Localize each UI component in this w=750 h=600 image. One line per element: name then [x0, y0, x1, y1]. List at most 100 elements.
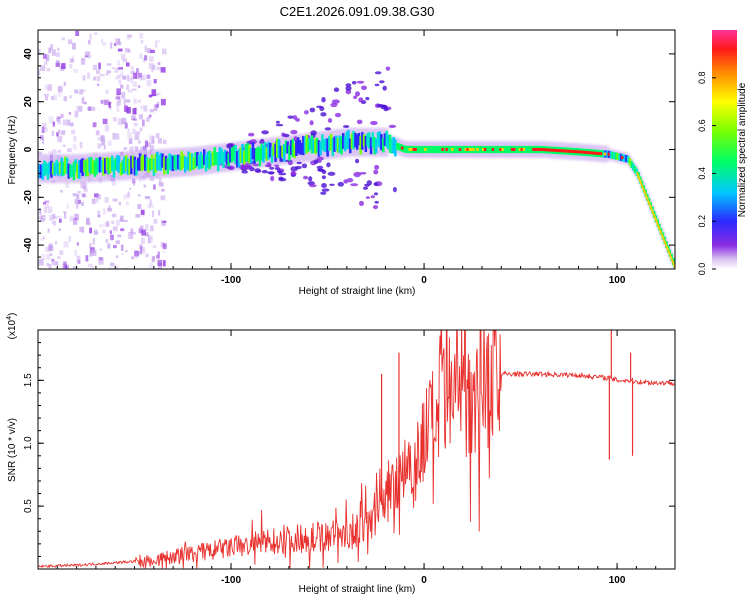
spectrogram-branch-blob	[388, 124, 397, 128]
spectrogram-speckle	[57, 86, 63, 93]
spectrogram-ridge-cell	[91, 160, 95, 174]
spectrogram-ridge-cell	[382, 137, 385, 153]
spectrogram-branch-blob	[316, 165, 324, 170]
spectrogram-ridge-cell	[394, 139, 397, 157]
spectrogram-ridge-cell	[69, 164, 72, 178]
spectrogram-speckle	[150, 68, 154, 73]
spectrogram-ridge-cell	[152, 158, 156, 176]
spectrogram-speckle	[66, 119, 71, 126]
spectrogram-ridge-cell	[187, 151, 190, 171]
spectrogram-speckle	[102, 229, 106, 234]
spectrogram-speckle	[100, 99, 104, 104]
spectrogram-branch-blob	[287, 161, 293, 166]
spectrogram-speckle	[127, 132, 132, 139]
spectrogram-speckle	[120, 228, 125, 232]
spectrogram-speckle	[139, 32, 144, 39]
spectrogram-ridge-cell	[387, 134, 390, 150]
spectrogram-speckle	[160, 98, 166, 106]
spectrogram-branch-blob	[359, 200, 364, 206]
spectrogram-speckle	[148, 63, 154, 69]
spectrogram-speckle	[42, 201, 46, 205]
spectrogram-branch-blob	[382, 85, 387, 91]
spectrogram-speckle	[84, 55, 89, 58]
spectrogram-speckle	[85, 255, 89, 262]
spectrogram-core-cell	[466, 148, 469, 151]
spectrogram-tail-cell	[658, 225, 660, 229]
spectrogram-ridge-cell	[397, 143, 401, 151]
spectrogram-ridge-cell	[611, 151, 614, 159]
spectrogram-tail-cell	[654, 215, 656, 219]
spectrogram-ridge-cell	[182, 154, 185, 169]
spectrogram-ridge-cell	[378, 131, 381, 148]
spectrogram-tail-cell	[647, 198, 649, 202]
spectrogram-speckle	[117, 74, 121, 79]
spectrogram-ytick-label: 40	[23, 48, 34, 60]
spectrogram-speckle	[48, 245, 54, 252]
spectrogram-ridge-cell	[180, 151, 183, 170]
spectrogram-branch-blob	[309, 107, 316, 113]
spectrogram-speckle	[98, 257, 103, 261]
spectrogram-ridge-cell	[95, 157, 98, 175]
spectrogram-speckle	[115, 38, 120, 44]
spectrogram-ridge-cell	[44, 162, 48, 175]
spectrogram-speckle	[115, 219, 120, 226]
spectrogram-core-cell	[559, 149, 562, 153]
spectrogram-core-cell	[586, 151, 589, 154]
spectrogram-branch-blob	[283, 133, 290, 138]
spectrogram-ridge-cell	[388, 134, 392, 153]
spectrogram-ridge-cell	[369, 137, 373, 155]
spectrogram-speckle	[45, 96, 48, 101]
spectrogram-speckle	[125, 99, 131, 103]
spectrogram-ridge-cell	[64, 156, 67, 174]
spectrogram-core-cell	[565, 149, 568, 153]
spectrogram-speckle	[113, 245, 117, 249]
spectrogram-speckle	[115, 265, 119, 269]
spectrogram-speckle	[145, 253, 149, 258]
spectrogram-speckle	[144, 196, 150, 200]
spectrogram-ytick-label: -40	[23, 237, 34, 252]
spectrogram-speckle	[38, 69, 41, 75]
spectrogram-ridge-cell	[124, 155, 128, 172]
spectrogram-speckle	[137, 99, 141, 103]
spectrogram-speckle	[116, 107, 120, 112]
spectrogram-ridge-cell	[62, 161, 65, 176]
spectrogram-speckle	[132, 178, 136, 184]
spectrogram-ridge-cell	[265, 147, 269, 161]
spectrogram-speckle	[91, 249, 97, 256]
spectrogram-speckle	[72, 55, 75, 62]
spectrogram-branch-blob	[356, 80, 365, 84]
spectrogram-speckle	[81, 193, 86, 198]
spectrogram-ridge-cell	[140, 156, 143, 172]
spectrogram-ridge-cell	[289, 140, 293, 155]
spectrogram-core-cell	[468, 148, 471, 151]
spectrogram-speckle	[131, 231, 136, 235]
spectrogram-speckle	[66, 203, 69, 209]
spectrogram-speckle	[62, 119, 67, 126]
spectrogram-ridge-cell	[439, 145, 442, 154]
spectrogram-speckle	[108, 101, 111, 108]
spectrogram-branch-blob	[259, 140, 265, 145]
spectrogram-speckle	[138, 72, 142, 78]
spectrogram-core	[400, 146, 675, 269]
spectrogram-branch-blob	[269, 166, 275, 170]
spectrogram-speckle	[146, 50, 151, 54]
spectrogram-ridge-cell	[161, 153, 164, 168]
spectrogram-speckle	[141, 40, 144, 44]
spectrogram-tail-cell	[661, 235, 664, 238]
spectrogram-ridge-cell	[454, 145, 458, 154]
spectrogram-branch-blob	[374, 83, 380, 87]
spectrogram-ridge-cell	[425, 145, 428, 154]
spectrogram-ridge-cell	[508, 145, 512, 154]
spectrogram-ridge-cell	[305, 134, 308, 154]
spectrogram-speckle	[162, 243, 167, 250]
spectrogram-core-cell	[536, 148, 539, 151]
spectrogram-ridge-cell	[298, 140, 302, 155]
spectrogram-ridge-cell	[437, 145, 441, 154]
spectrogram-speckle	[115, 96, 121, 100]
spectrogram-tail-cell	[656, 221, 658, 225]
spectrogram-ridge-cell	[626, 155, 630, 163]
spectrogram-speckle	[141, 246, 146, 254]
spectrogram-speckle	[135, 73, 139, 79]
spectrogram-speckle	[132, 72, 137, 79]
spectrogram-ridge-cell	[317, 140, 321, 157]
